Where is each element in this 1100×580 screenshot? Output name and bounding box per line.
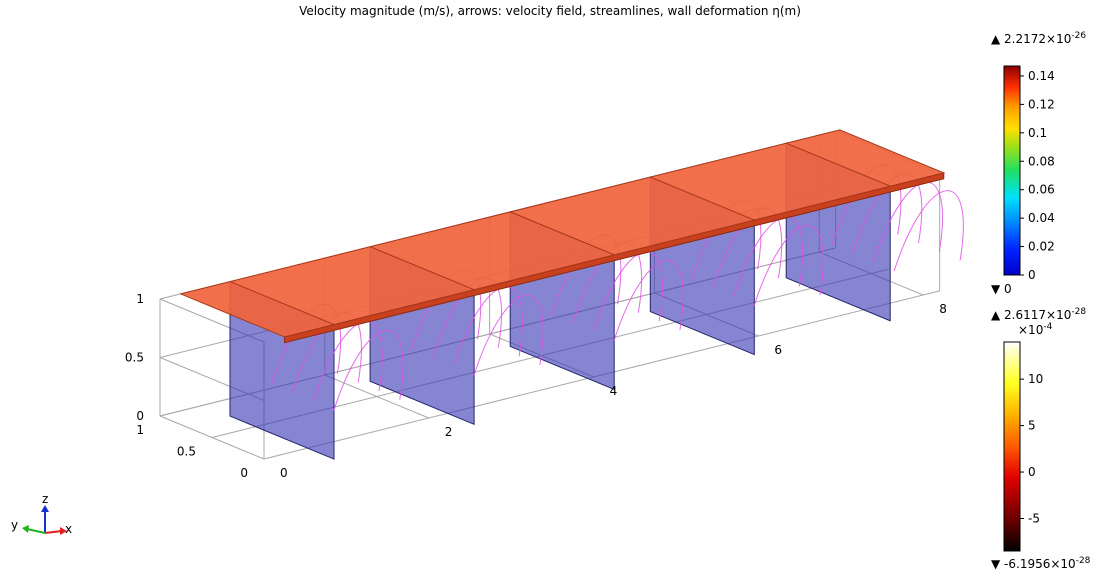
- y-tick-label: 0.5: [177, 445, 196, 459]
- y-arrow-head: [22, 525, 29, 533]
- colorbar-tick-label: 0: [1028, 268, 1036, 282]
- triad-y-label: y: [11, 518, 18, 532]
- streamline: [893, 190, 964, 272]
- deformation-colorbar: 10 5 0 -5: [1003, 341, 1043, 552]
- streamline: [473, 294, 544, 376]
- streamline: [753, 225, 824, 306]
- x-axis-arrow: [44, 530, 63, 534]
- colorbar-tick-label: 5: [1028, 419, 1036, 433]
- wall-seam: [229, 281, 335, 326]
- colorbar-tick-label: 0.08: [1028, 154, 1055, 168]
- colorbar-tick-label: 0.14: [1028, 69, 1055, 83]
- velocity-max-label: ▲ 2.2172×10-26: [991, 31, 1087, 46]
- velocity-max-exponent: -26: [1071, 31, 1087, 41]
- deformation-multiplier-exponent: -4: [1043, 322, 1053, 332]
- y-tick-label: 0: [240, 466, 248, 480]
- colorbar-tick-label: -5: [1028, 511, 1040, 525]
- y-tick-label: 1: [136, 423, 144, 437]
- colorbar-tick-label: 0.06: [1028, 183, 1055, 197]
- deformation-multiplier-base: ×10: [1018, 323, 1044, 337]
- y-axis-arrow: [26, 528, 46, 534]
- wall-seam: [786, 142, 891, 187]
- x-tick-label: 2: [445, 425, 453, 439]
- colorbar-tick-label: 0: [1028, 465, 1036, 479]
- x-tick-label: 0: [280, 466, 288, 480]
- wall-seam: [510, 211, 615, 256]
- velocity-max-value: 2.2172×10: [1004, 32, 1072, 46]
- wall-seam: [369, 246, 475, 291]
- colorbar-tick-label: 0.1: [1028, 126, 1047, 140]
- top-wall-surface: [179, 129, 946, 344]
- x-tick-label: 4: [610, 384, 618, 398]
- deformation-max-exponent: -28: [1071, 307, 1087, 317]
- deformation-max-value: 2.6117×10: [1004, 308, 1072, 322]
- axis-triad: z x y: [11, 492, 72, 536]
- wall-seam: [650, 176, 755, 221]
- colorbar-tick-label: 0.02: [1028, 240, 1055, 254]
- grid-line: [159, 415, 265, 460]
- streamline: [333, 329, 404, 411]
- deformation-max-label: ▲ 2.6117×10-28: [991, 307, 1087, 322]
- velocity-min-label: ▼ 0: [991, 282, 1012, 296]
- streamline: [613, 260, 684, 341]
- velocity-colorbar-gradient: [1003, 65, 1021, 276]
- colorbar-tick-label: 0.12: [1028, 97, 1055, 111]
- grid-line: [324, 374, 429, 419]
- deformation-min-label: ▼ -6.1956×10-28: [991, 556, 1091, 571]
- z-arrow-head: [41, 505, 49, 512]
- velocity-colorbar: 0.14 0.12 0.1 0.08 0.06 0.04 0.02 0: [1003, 65, 1055, 282]
- triad-x-label: x: [65, 522, 72, 536]
- plot-title: Velocity magnitude (m/s), arrows: veloci…: [299, 4, 801, 18]
- colorbar-tick-label: 0.04: [1028, 211, 1055, 225]
- triad-z-label: z: [42, 492, 48, 506]
- z-tick-label: 0.5: [125, 351, 144, 365]
- x-tick-label: 8: [939, 302, 947, 316]
- deformation-min-exponent: -28: [1075, 556, 1091, 566]
- x-arrow-head: [60, 527, 67, 535]
- deformation-colorbar-gradient: [1003, 341, 1021, 552]
- deformation-multiplier: ×10-4: [1018, 322, 1052, 337]
- velocity-min-value: 0: [1004, 282, 1012, 296]
- colorbar-tick-label: 10: [1028, 372, 1043, 386]
- deformation-min-value: -6.1956×10: [1004, 557, 1076, 571]
- z-tick-label: 1: [136, 292, 144, 306]
- x-tick-label: 6: [774, 343, 782, 357]
- z-tick-label: 0: [136, 409, 144, 423]
